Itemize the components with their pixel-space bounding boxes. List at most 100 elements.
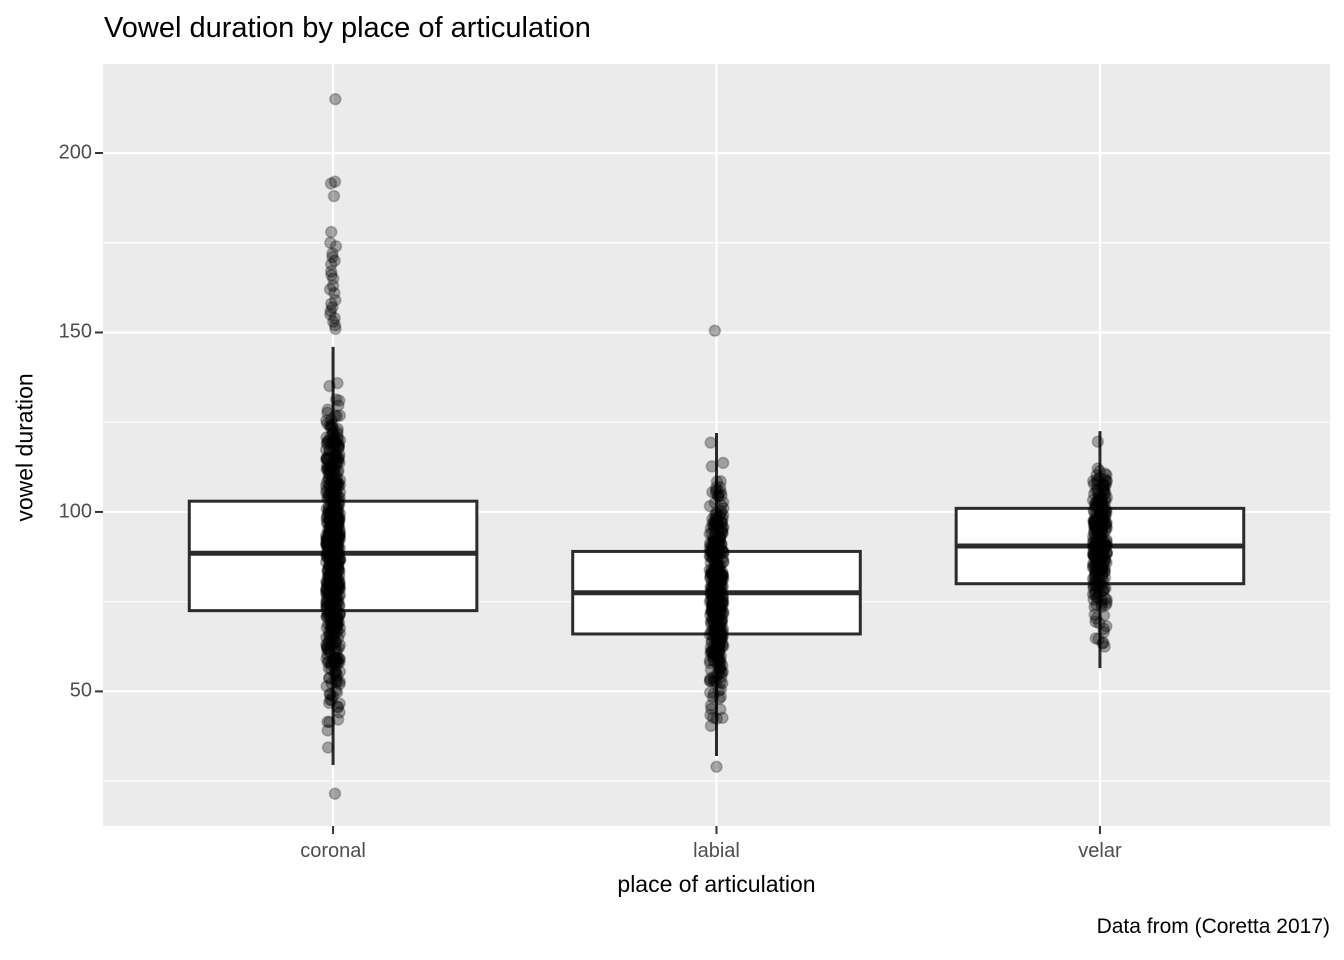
data-point <box>1097 584 1110 598</box>
data-point <box>705 605 719 618</box>
data-point <box>323 628 336 641</box>
data-point <box>325 657 338 670</box>
data-point <box>705 644 718 657</box>
data-point <box>713 568 727 582</box>
data-point <box>326 486 340 500</box>
data-point <box>326 247 339 260</box>
data-point <box>708 623 722 637</box>
data-point <box>329 642 343 656</box>
data-point <box>333 675 347 688</box>
data-point <box>713 661 727 675</box>
data-point <box>705 645 718 659</box>
data-point <box>330 614 343 628</box>
data-point <box>713 638 726 652</box>
data-point <box>709 538 723 552</box>
data-point <box>713 614 727 628</box>
data-point <box>325 464 339 477</box>
data-point <box>331 618 344 631</box>
data-point <box>1089 535 1103 549</box>
data-point <box>319 486 333 499</box>
data-point <box>332 441 345 454</box>
data-point <box>331 541 345 554</box>
data-point <box>711 535 725 549</box>
data-point <box>706 512 719 526</box>
data-point <box>706 591 720 605</box>
data-point <box>1087 539 1101 553</box>
data-point <box>715 629 728 643</box>
data-point <box>1093 617 1106 630</box>
data-point <box>1093 507 1107 520</box>
data-point <box>329 469 343 483</box>
data-point <box>713 585 727 599</box>
data-point <box>708 603 722 617</box>
data-point <box>707 591 720 604</box>
data-point <box>711 558 725 572</box>
data-point <box>712 600 726 613</box>
data-point <box>323 536 337 550</box>
data-point <box>332 451 346 465</box>
data-point <box>706 567 720 581</box>
data-point <box>323 644 336 658</box>
data-point <box>325 693 338 707</box>
data-point <box>321 453 335 467</box>
data-point <box>707 648 721 662</box>
data-point <box>321 564 334 577</box>
data-point <box>710 760 723 774</box>
data-point <box>331 431 345 445</box>
data-point <box>1099 539 1113 552</box>
data-point <box>328 538 342 551</box>
data-point <box>712 592 725 605</box>
data-point <box>1090 598 1103 612</box>
data-point <box>707 670 721 684</box>
data-point <box>325 529 339 542</box>
data-point <box>329 672 343 686</box>
data-point <box>320 580 334 594</box>
data-point <box>326 420 339 434</box>
data-point <box>1090 579 1104 593</box>
data-point <box>1089 511 1102 525</box>
data-point <box>708 561 721 574</box>
data-point <box>332 535 345 549</box>
data-point <box>323 379 336 393</box>
data-point <box>322 672 336 685</box>
data-point <box>328 463 342 476</box>
data-point <box>1091 474 1105 488</box>
data-point <box>327 580 340 593</box>
data-point <box>327 559 340 573</box>
data-point <box>327 530 341 543</box>
data-point <box>706 589 720 603</box>
data-point <box>1090 538 1104 552</box>
data-point <box>710 559 724 572</box>
data-point <box>714 624 727 637</box>
data-point <box>1096 503 1110 517</box>
data-point <box>1098 508 1112 521</box>
data-point <box>327 553 340 566</box>
data-point <box>325 602 339 615</box>
data-point <box>328 286 341 300</box>
data-point <box>333 522 346 535</box>
data-point <box>704 521 718 535</box>
data-point <box>327 530 340 543</box>
data-point <box>708 575 721 589</box>
data-point <box>712 564 725 578</box>
data-point <box>330 615 343 629</box>
data-point <box>325 584 338 598</box>
data-point <box>328 518 342 532</box>
data-point <box>323 523 336 536</box>
data-point <box>712 523 726 536</box>
data-point <box>708 607 722 621</box>
data-point <box>706 600 720 614</box>
data-point <box>326 272 340 285</box>
data-point <box>1089 586 1102 599</box>
data-point <box>324 461 338 474</box>
data-point <box>323 555 337 569</box>
data-point <box>1096 637 1109 650</box>
data-point <box>1090 468 1103 482</box>
data-point <box>716 595 730 609</box>
data-point <box>710 594 724 607</box>
data-point <box>710 475 724 488</box>
data-point <box>328 564 341 578</box>
data-point <box>1094 511 1108 525</box>
data-point <box>325 582 338 596</box>
data-point <box>333 541 347 555</box>
